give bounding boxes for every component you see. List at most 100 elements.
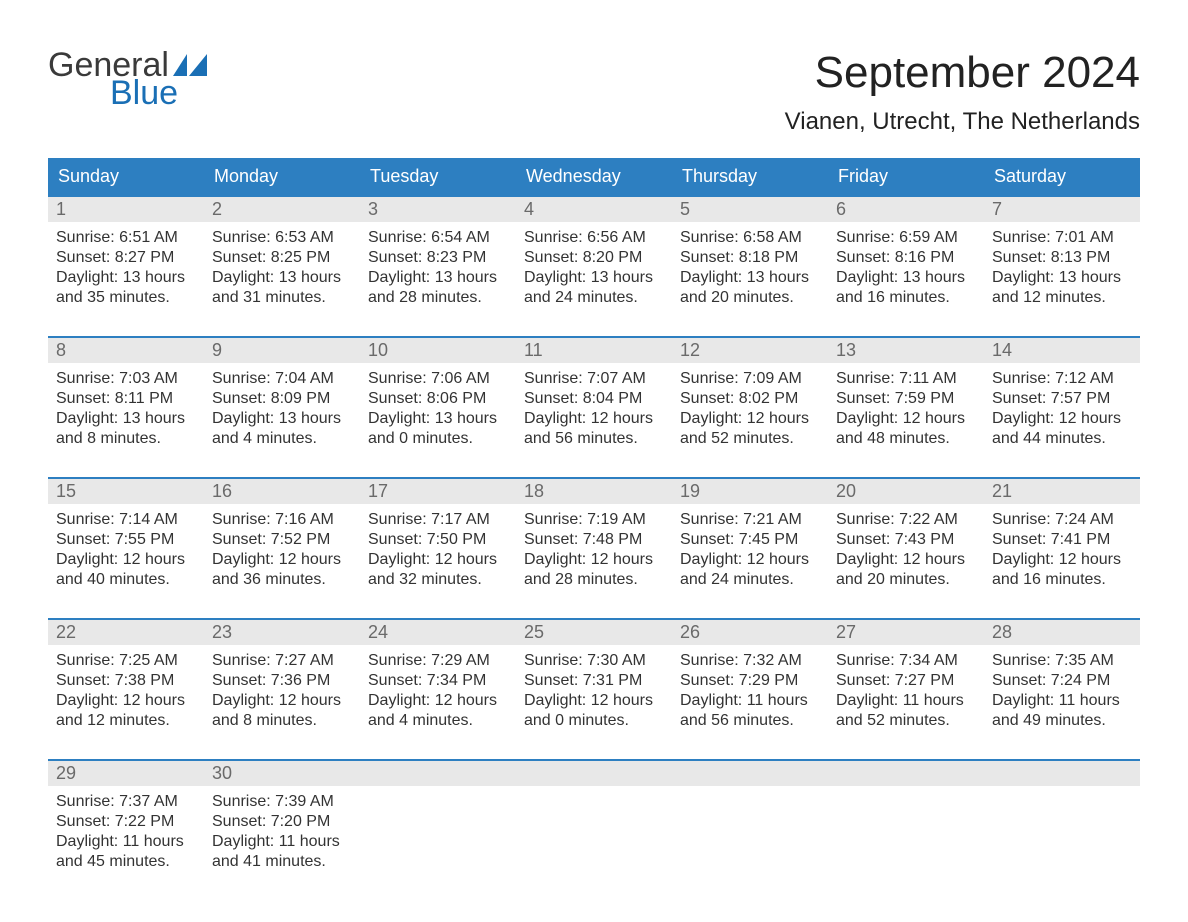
day-number: 17 xyxy=(360,479,516,504)
day-cell: Sunrise: 7:11 AMSunset: 7:59 PMDaylight:… xyxy=(828,363,984,459)
week-row: 891011121314Sunrise: 7:03 AMSunset: 8:11… xyxy=(48,336,1140,459)
sunset-text: Sunset: 8:25 PM xyxy=(212,248,352,268)
sunrise-text: Sunrise: 7:01 AM xyxy=(992,228,1132,248)
day-cell: Sunrise: 6:58 AMSunset: 8:18 PMDaylight:… xyxy=(672,222,828,318)
daylight-text-1: Daylight: 12 hours xyxy=(368,550,508,570)
day-cell: Sunrise: 7:01 AMSunset: 8:13 PMDaylight:… xyxy=(984,222,1140,318)
sunrise-text: Sunrise: 6:58 AM xyxy=(680,228,820,248)
day-cell: Sunrise: 7:35 AMSunset: 7:24 PMDaylight:… xyxy=(984,645,1140,741)
daylight-text-1: Daylight: 11 hours xyxy=(56,832,196,852)
day-cell: Sunrise: 7:39 AMSunset: 7:20 PMDaylight:… xyxy=(204,786,360,882)
day-number: 15 xyxy=(48,479,204,504)
day-cell: Sunrise: 7:07 AMSunset: 8:04 PMDaylight:… xyxy=(516,363,672,459)
sunrise-text: Sunrise: 7:14 AM xyxy=(56,510,196,530)
daylight-text-1: Daylight: 12 hours xyxy=(992,550,1132,570)
sunset-text: Sunset: 7:41 PM xyxy=(992,530,1132,550)
sunset-text: Sunset: 7:48 PM xyxy=(524,530,664,550)
location-subtitle: Vianen, Utrecht, The Netherlands xyxy=(785,108,1140,136)
day-number: 7 xyxy=(984,197,1140,222)
sunrise-text: Sunrise: 7:22 AM xyxy=(836,510,976,530)
daylight-text-1: Daylight: 13 hours xyxy=(836,268,976,288)
daylight-text-2: and 36 minutes. xyxy=(212,570,352,590)
dow-sunday: Sunday xyxy=(48,158,204,195)
day-number: 30 xyxy=(204,761,360,786)
daylight-text-1: Daylight: 13 hours xyxy=(56,268,196,288)
daylight-text-2: and 12 minutes. xyxy=(56,711,196,731)
daylight-text-2: and 20 minutes. xyxy=(680,288,820,308)
sunrise-text: Sunrise: 7:39 AM xyxy=(212,792,352,812)
sunrise-text: Sunrise: 7:35 AM xyxy=(992,651,1132,671)
sunset-text: Sunset: 7:20 PM xyxy=(212,812,352,832)
sunset-text: Sunset: 7:57 PM xyxy=(992,389,1132,409)
dow-tuesday: Tuesday xyxy=(360,158,516,195)
day-number: 6 xyxy=(828,197,984,222)
daylight-text-2: and 8 minutes. xyxy=(56,429,196,449)
daylight-text-2: and 16 minutes. xyxy=(992,570,1132,590)
sunset-text: Sunset: 7:31 PM xyxy=(524,671,664,691)
daylight-text-1: Daylight: 13 hours xyxy=(992,268,1132,288)
day-number: 29 xyxy=(48,761,204,786)
sunset-text: Sunset: 8:09 PM xyxy=(212,389,352,409)
daylight-text-1: Daylight: 12 hours xyxy=(836,550,976,570)
body-strip: Sunrise: 7:14 AMSunset: 7:55 PM Daylight:… xyxy=(48,504,1140,600)
day-of-week-header: Sunday Monday Tuesday Wednesday Thursday… xyxy=(48,158,1140,195)
daylight-text-1: Daylight: 11 hours xyxy=(212,832,352,852)
dow-wednesday: Wednesday xyxy=(516,158,672,195)
day-cell: Sunrise: 7:29 AMSunset: 7:34 PMDaylight:… xyxy=(360,645,516,741)
day-cell xyxy=(516,786,672,882)
sunset-text: Sunset: 8:18 PM xyxy=(680,248,820,268)
daylight-text-1: Daylight: 12 hours xyxy=(56,691,196,711)
daylight-text-2: and 48 minutes. xyxy=(836,429,976,449)
week-row: 15161718192021Sunrise: 7:14 AMSunset: 7:… xyxy=(48,477,1140,600)
sunrise-text: Sunrise: 7:04 AM xyxy=(212,369,352,389)
sunset-text: Sunset: 7:59 PM xyxy=(836,389,976,409)
sunrise-text: Sunrise: 7:24 AM xyxy=(992,510,1132,530)
sunrise-text: Sunrise: 6:59 AM xyxy=(836,228,976,248)
logo-text-blue: Blue xyxy=(48,76,207,110)
title-block: September 2024 Vianen, Utrecht, The Neth… xyxy=(785,48,1140,136)
daylight-text-1: Daylight: 11 hours xyxy=(680,691,820,711)
sunrise-text: Sunrise: 7:30 AM xyxy=(524,651,664,671)
sunset-text: Sunset: 7:24 PM xyxy=(992,671,1132,691)
day-number: 28 xyxy=(984,620,1140,645)
sunset-text: Sunset: 7:55 PM xyxy=(56,530,196,550)
day-number: 14 xyxy=(984,338,1140,363)
day-number: 12 xyxy=(672,338,828,363)
logo: General Blue xyxy=(48,48,207,110)
sunrise-text: Sunrise: 7:17 AM xyxy=(368,510,508,530)
sunset-text: Sunset: 8:02 PM xyxy=(680,389,820,409)
day-number: 5 xyxy=(672,197,828,222)
day-number: 23 xyxy=(204,620,360,645)
daylight-text-1: Daylight: 12 hours xyxy=(836,409,976,429)
week-row: 1234567Sunrise: 6:51 AMSunset: 8:27 PMDa… xyxy=(48,195,1140,318)
daylight-text-1: Daylight: 12 hours xyxy=(680,409,820,429)
day-number: 1 xyxy=(48,197,204,222)
day-cell xyxy=(828,786,984,882)
sunrise-text: Sunrise: 7:27 AM xyxy=(212,651,352,671)
sunrise-text: Sunrise: 6:51 AM xyxy=(56,228,196,248)
dow-saturday: Saturday xyxy=(984,158,1140,195)
day-number xyxy=(828,761,984,786)
sunset-text: Sunset: 7:27 PM xyxy=(836,671,976,691)
sunrise-text: Sunrise: 7:21 AM xyxy=(680,510,820,530)
daylight-text-2: and 28 minutes. xyxy=(368,288,508,308)
day-cell: Sunrise: 7:17 AMSunset: 7:50 PMDaylight:… xyxy=(360,504,516,600)
sunset-text: Sunset: 8:11 PM xyxy=(56,389,196,409)
day-cell xyxy=(672,786,828,882)
sunrise-text: Sunrise: 7:09 AM xyxy=(680,369,820,389)
sunset-text: Sunset: 7:38 PM xyxy=(56,671,196,691)
daynum-strip: 891011121314 xyxy=(48,338,1140,363)
day-cell: Sunrise: 7:25 AMSunset: 7:38 PMDaylight:… xyxy=(48,645,204,741)
day-cell xyxy=(984,786,1140,882)
daylight-text-2: and 28 minutes. xyxy=(524,570,664,590)
sunset-text: Sunset: 7:34 PM xyxy=(368,671,508,691)
header: General Blue September 2024 Vianen, Utre… xyxy=(48,48,1140,136)
day-cell: Sunrise: 7:12 AMSunset: 7:57 PMDaylight:… xyxy=(984,363,1140,459)
daynum-strip: 22232425262728 xyxy=(48,620,1140,645)
sunrise-text: Sunrise: 7:29 AM xyxy=(368,651,508,671)
sunset-text: Sunset: 8:16 PM xyxy=(836,248,976,268)
sunrise-text: Sunrise: 7:16 AM xyxy=(212,510,352,530)
day-number: 9 xyxy=(204,338,360,363)
daylight-text-1: Daylight: 12 hours xyxy=(212,691,352,711)
daylight-text-2: and 24 minutes. xyxy=(680,570,820,590)
